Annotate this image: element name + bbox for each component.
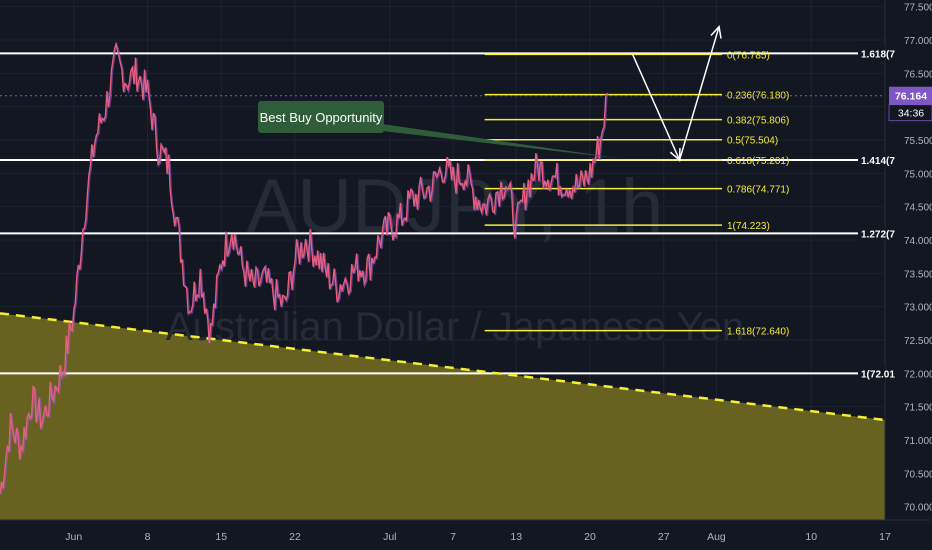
price-tick-label: 70.500: [904, 469, 932, 480]
fib-label: 0(76.785): [727, 50, 770, 61]
price-tick-label: 72.000: [904, 369, 932, 380]
price-tick-label: 71.000: [904, 436, 932, 447]
current-price-value: 76.164: [895, 91, 927, 103]
time-tick-label: 7: [450, 531, 456, 543]
zone-layer: [0, 313, 885, 520]
level-label: 1.272(7: [861, 229, 895, 240]
horizontal-levels: [0, 52, 886, 422]
fib-label: 0.382(75.806): [727, 116, 789, 127]
fib-label: 0.236(76.180): [727, 91, 789, 102]
callout-text: Best Buy Opportunity: [260, 110, 383, 125]
price-axis-ticks: 77.50077.00076.50076.00075.50075.00074.5…: [904, 3, 932, 514]
arrow-head-up: [710, 25, 722, 39]
time-tick-label: 13: [510, 531, 522, 543]
price-axis-background: [885, 0, 932, 520]
time-tick-label: 15: [215, 531, 227, 543]
price-tick-label: 75.000: [904, 169, 932, 180]
time-tick-label: 22: [289, 531, 301, 543]
price-tick-label: 72.500: [904, 336, 932, 347]
fib-label: 0.5(75.504): [727, 136, 778, 147]
level-label-box: [858, 45, 885, 62]
price-tick-label: 70.000: [904, 503, 932, 514]
countdown-box: [888, 104, 932, 122]
fib-label: 0.786(74.771): [727, 185, 789, 196]
time-tick-label: 17: [879, 531, 891, 543]
level-label-box: [858, 152, 885, 168]
callout-pointer: [382, 124, 622, 159]
price-tick-label: 74.500: [904, 203, 932, 214]
level-label-box: [858, 225, 885, 242]
price-line: [0, 41, 608, 494]
trendline-dashed: [0, 312, 886, 422]
price-line-shadow: [0, 41, 610, 495]
time-tick-label: Jun: [65, 531, 82, 543]
annotations: [631, 25, 722, 163]
price-tick-label: 74.000: [904, 236, 932, 247]
fib-label: 1.618(72.640): [727, 327, 789, 338]
time-tick-label: Jul: [383, 531, 396, 543]
support-zone: [0, 313, 885, 520]
current-price-box: [889, 86, 932, 105]
level-label-box: [858, 365, 885, 382]
callout-box: [258, 101, 384, 133]
fib-label: 0.618(75.201): [727, 156, 789, 167]
price-tick-label: 75.500: [904, 136, 932, 147]
best-buy-callout[interactable]: Best Buy Opportunity: [258, 101, 622, 159]
time-tick-label: Aug: [707, 531, 726, 543]
time-axis[interactable]: Jun 8 15 22 Jul 7 13 20 27 Aug 10 17: [0, 519, 932, 550]
time-axis-background: [0, 520, 932, 550]
price-tick-label: 77.000: [904, 36, 932, 47]
time-tick-label: 10: [805, 531, 817, 543]
countdown-value: 34:36: [898, 108, 924, 120]
level-label: 1.414(7: [861, 156, 895, 167]
arrow-head-down: [669, 147, 681, 162]
price-axis[interactable]: 77.50077.00076.50076.00075.50075.00074.5…: [858, 0, 932, 520]
level-label: 1.618(7: [861, 49, 895, 60]
time-tick-label: 8: [145, 531, 151, 543]
watermark-description: Australian Dollar / Japanese Yen: [166, 305, 744, 349]
time-tick-label: 27: [658, 531, 670, 543]
price-series: [0, 41, 885, 495]
fib-retracement: 0(76.785) 0.236(76.180) 0.382(75.806) 0.5(7…: [484, 50, 789, 338]
price-tick-label: 71.500: [904, 403, 932, 414]
level-labels: 1.618(7 1.414(7 1.272(7 1(72.01: [858, 45, 895, 382]
fib-label: 1(74.223): [727, 221, 770, 232]
level-label: 1(72.01: [861, 369, 895, 380]
price-tick-label: 73.500: [904, 269, 932, 280]
time-tick-label: 20: [584, 531, 596, 543]
price-tick-label: 77.500: [904, 3, 932, 14]
time-axis-ticks: Jun 8 15 22 Jul 7 13 20 27 Aug 10 17: [65, 531, 891, 543]
price-tick-label: 73.000: [904, 303, 932, 314]
current-price-badge: 76.164 34:36: [888, 86, 932, 122]
price-tick-label: 76.500: [904, 69, 932, 80]
